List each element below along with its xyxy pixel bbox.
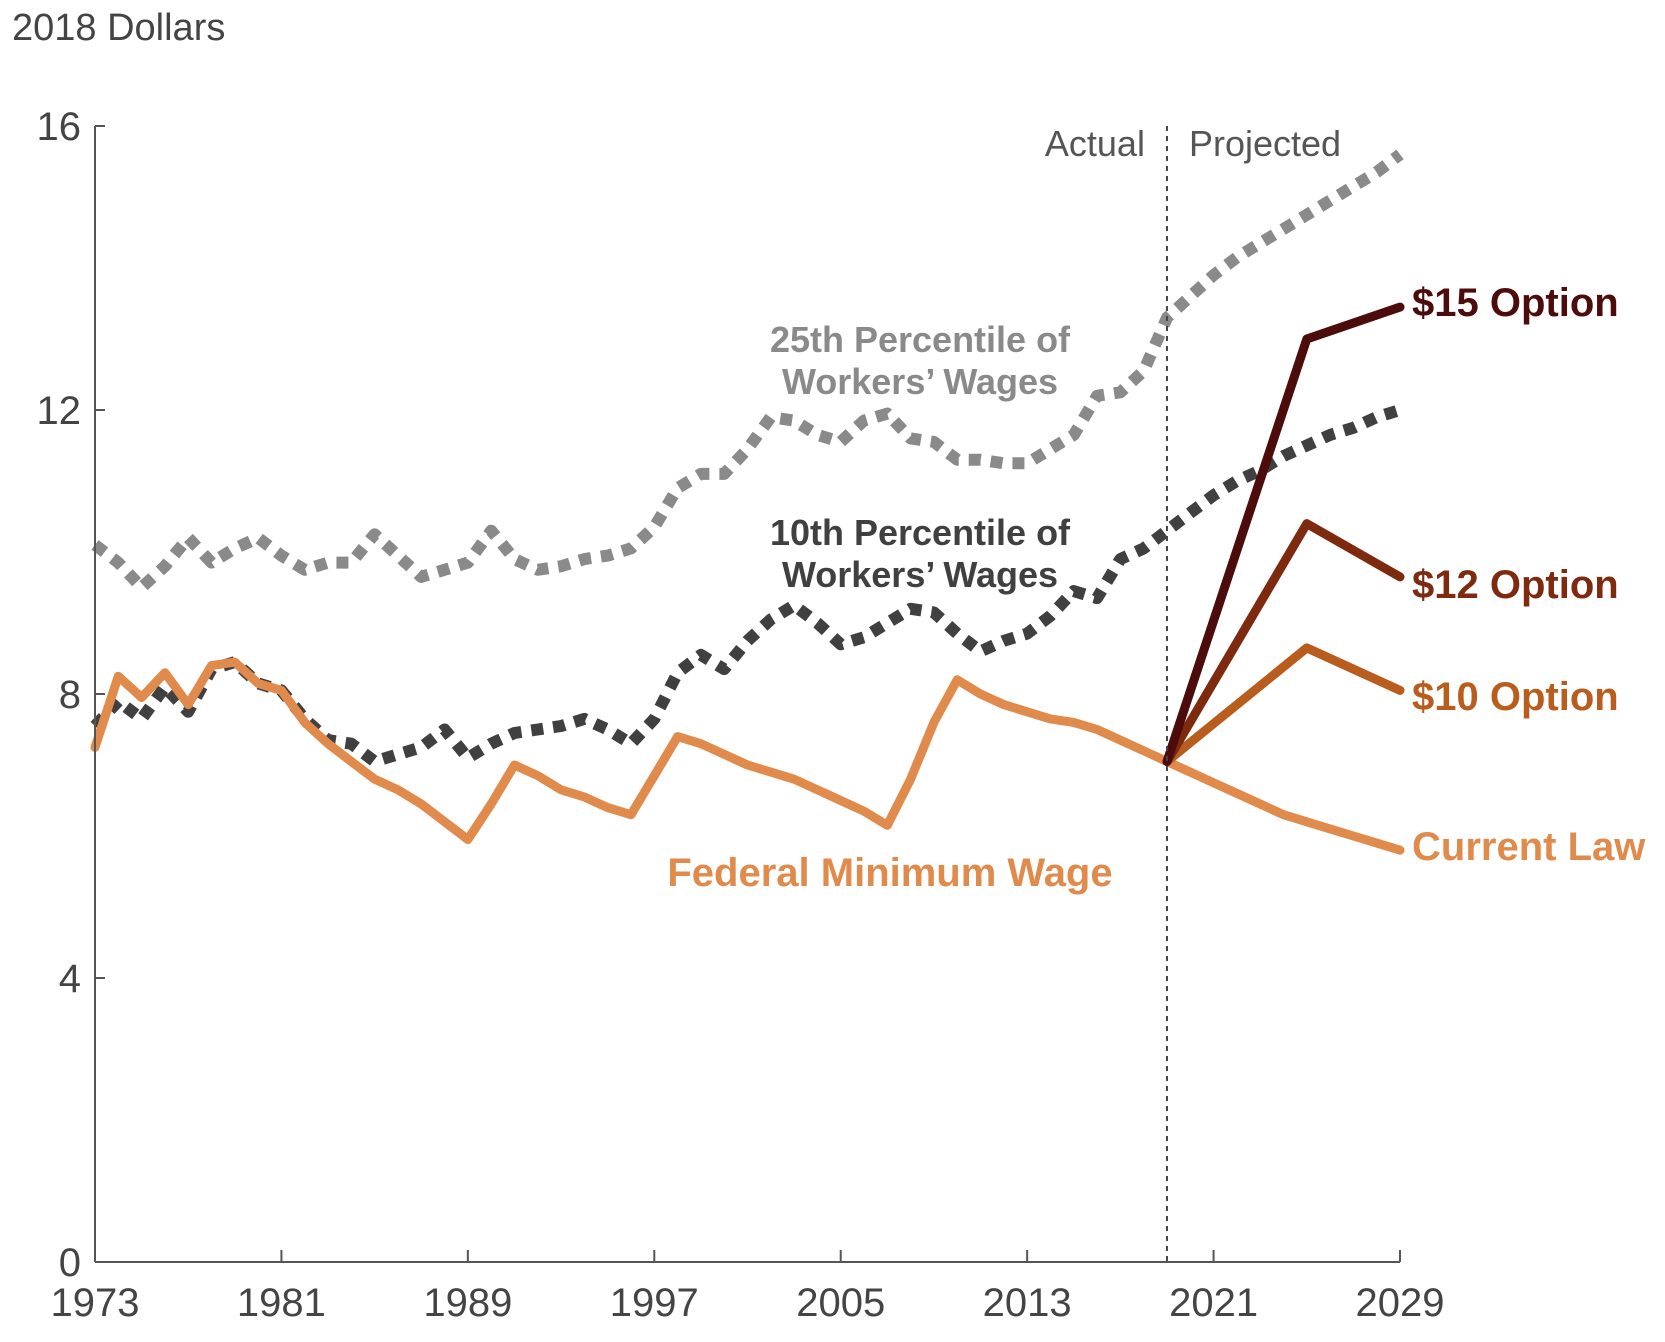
x-tick-label: 1981 [237, 1281, 326, 1325]
12-option-label: $12 Option [1412, 563, 1619, 607]
label-line: $10 Option [1412, 675, 1619, 719]
federal-minimum-wage-annotation: Federal Minimum Wage [667, 851, 1112, 895]
12-option-line [1162, 519, 1405, 766]
y-tick-label: 12 [37, 389, 82, 433]
actual-period-label: Actual [1045, 123, 1145, 164]
25th-percentile-of-workers-wages-label: 25th Percentile of Workers’ Wages [770, 319, 1071, 402]
10-option-label: $10 Option [1412, 675, 1619, 719]
label-line: Workers’ Wages [782, 361, 1058, 402]
25th-percentile-of-workers-wages-line [91, 149, 1404, 594]
plot-area: Actual Projected [90, 123, 1405, 1262]
y-axis-unit-label: 2018 Dollars [12, 7, 225, 49]
10-option-line [1162, 643, 1405, 766]
current-law-line [90, 657, 1405, 855]
label-line: Workers’ Wages [782, 554, 1058, 595]
x-tick-label: 2013 [983, 1281, 1072, 1325]
x-tick-label: 1973 [51, 1281, 140, 1325]
y-tick-label: 8 [59, 673, 81, 717]
series-layer [90, 149, 1405, 855]
label-line: Current Law [1412, 825, 1646, 869]
y-tick-label: 16 [37, 105, 82, 149]
x-tick-label: 2005 [796, 1281, 885, 1325]
label-line: 10th Percentile of [770, 512, 1071, 553]
x-axis-ticks: 1973 1981 1989 1997 2005 2013 2021 2029 [51, 1250, 1445, 1325]
axes: 0 4 8 12 16 1973 1981 1989 1997 2005 2013 2021 2029 [37, 105, 1445, 1325]
x-tick-label: 1997 [610, 1281, 699, 1325]
x-tick-label: 2029 [1356, 1281, 1445, 1325]
label-line: $15 Option [1412, 281, 1619, 325]
y-tick-label: 0 [59, 1241, 81, 1285]
projected-period-label: Projected [1189, 123, 1341, 164]
y-tick-label: 4 [59, 957, 81, 1001]
label-line: 25th Percentile of [770, 319, 1071, 360]
x-tick-label: 1989 [423, 1281, 512, 1325]
15-option-label: $15 Option [1412, 281, 1619, 325]
15-option-line [1162, 302, 1405, 766]
10th-percentile-of-workers-wages-label: 10th Percentile of Workers’ Wages [770, 512, 1071, 595]
x-tick-label: 2021 [1169, 1281, 1258, 1325]
y-axis-ticks: 0 4 8 12 16 [37, 105, 105, 1285]
label-line: $12 Option [1412, 563, 1619, 607]
current-law-label: Current Law [1412, 825, 1646, 869]
